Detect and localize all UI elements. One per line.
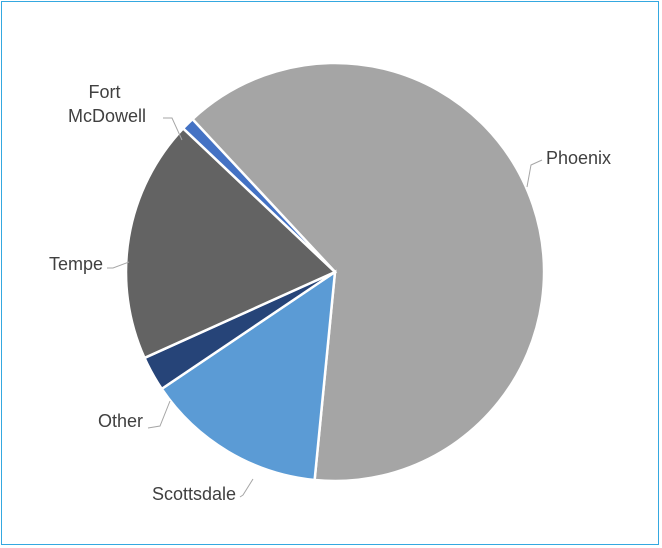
category-labels: Phoenix Scottsdale Other Tempe Fort McDo… bbox=[49, 82, 611, 504]
label-other: Other bbox=[98, 411, 143, 431]
label-leader-lines bbox=[107, 117, 543, 498]
label-fort-mcdowell-line1: Fort bbox=[88, 82, 120, 102]
leader-line-tempe bbox=[107, 261, 130, 269]
leader-line-fort-mcdowell bbox=[163, 117, 183, 141]
label-fort-mcdowell: Fort McDowell bbox=[68, 82, 146, 126]
leader-line-other bbox=[147, 400, 171, 429]
pie-slice-scottsdale bbox=[159, 269, 337, 482]
leader-line-phoenix bbox=[526, 159, 543, 188]
label-scottsdale: Scottsdale bbox=[152, 484, 236, 504]
label-tempe: Tempe bbox=[49, 254, 103, 274]
label-fort-mcdowell-line2: McDowell bbox=[68, 106, 146, 126]
leader-line-scottsdale bbox=[239, 478, 254, 498]
label-phoenix: Phoenix bbox=[546, 148, 611, 168]
pie-slice-fort-mcdowell bbox=[181, 117, 336, 273]
pie-slice-tempe bbox=[124, 126, 338, 360]
pie-slices bbox=[124, 61, 546, 483]
pie-slice-phoenix bbox=[190, 61, 546, 483]
